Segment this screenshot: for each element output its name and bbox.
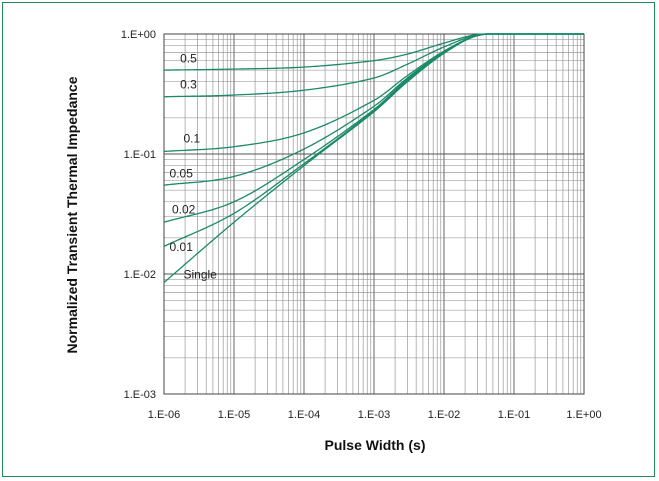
chart-frame: 1.E-06 1.E-05 1.E-04 1.E-03 1.E-02 1.E-01 1.E+…	[2, 2, 655, 477]
series-lines	[163, 33, 584, 283]
x-axis-title: Pulse Width (s)	[325, 437, 426, 453]
x-tick-label: 1.E-05	[218, 409, 250, 421]
x-tick-label: 1.E-06	[148, 409, 180, 421]
curve-label-0.1: 0.1	[184, 131, 201, 145]
tick-labels: 1.E-06 1.E-05 1.E-04 1.E-03 1.E-02 1.E-01 1.E+…	[121, 29, 602, 421]
x-tick-label: 1.E-02	[428, 409, 460, 421]
plot-grid	[163, 33, 585, 395]
x-tick-label: 1.E+00	[566, 409, 601, 421]
plot-area-border	[163, 33, 585, 395]
thermal-impedance-chart: 1.E-06 1.E-05 1.E-04 1.E-03 1.E-02 1.E-01 1.E+…	[64, 29, 602, 453]
series-line-single	[163, 33, 584, 283]
curve-label-0.5: 0.5	[180, 51, 197, 65]
curve-label-0.05: 0.05	[170, 166, 194, 180]
x-tick-label: 1.E-04	[288, 409, 320, 421]
y-tick-label: 1.E-02	[124, 269, 156, 281]
curve-label-0.01: 0.01	[170, 240, 194, 254]
curve-label-0.3: 0.3	[180, 78, 197, 92]
curve-label-0.02: 0.02	[172, 202, 196, 216]
x-tick-label: 1.E-01	[498, 409, 530, 421]
y-tick-label: 1.E+00	[121, 29, 156, 41]
y-tick-label: 1.E-01	[124, 149, 156, 161]
y-tick-label: 1.E-03	[124, 389, 156, 401]
y-axis-title: Normalized Transient Thermal Impedance	[64, 76, 80, 353]
x-tick-label: 1.E-03	[358, 409, 390, 421]
curve-label-single: Single	[184, 267, 218, 281]
curve-labels: 0.5 0.3 0.1 0.05 0.02 0.01 Single	[170, 51, 218, 281]
